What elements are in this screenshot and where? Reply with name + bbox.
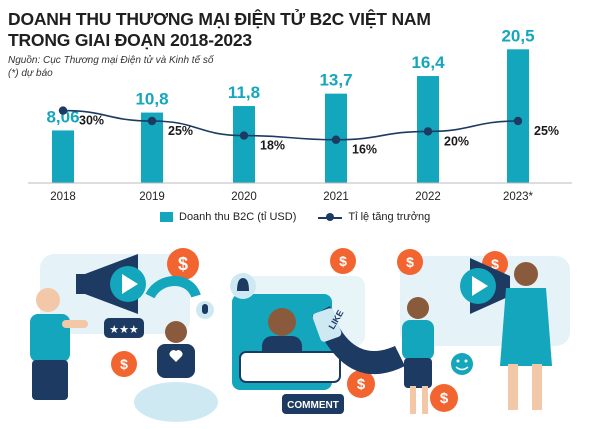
ecommerce-illustration: $ $ $ $ $ $ $ ★★★ (30, 248, 570, 422)
growth-rate-point (423, 127, 433, 136)
legend-line-swatch (318, 212, 343, 222)
bar-value-label: 16,4 (411, 53, 445, 72)
title-line-1: DOANH THU THƯƠNG MẠI ĐIỆN TỬ B2C VIỆT NA… (8, 9, 431, 29)
growth-rate-point (147, 116, 157, 126)
source-line-2: (*) dự báo (8, 68, 53, 79)
growth-rate-point (513, 116, 523, 126)
x-tick-label: 2018 (50, 191, 76, 203)
growth-rate-label: 25% (534, 124, 559, 138)
growth-rate-label: 18% (260, 139, 285, 153)
person-sitting (134, 276, 218, 422)
legend-line-label: Tỉ lệ tăng trưởng (348, 211, 431, 223)
person-left (30, 288, 88, 400)
chart-title: DOANH THU THƯƠNG MẠI ĐIỆN TỬ B2C VIỆT NA… (8, 9, 431, 51)
laptop-person (230, 273, 341, 390)
magnet-icon: LIKE (312, 306, 405, 375)
growth-rate-label: 25% (168, 124, 193, 138)
growth-rate-point (239, 131, 249, 140)
legend: Doanh thu B2C (tỉ USD) Tỉ lệ tăng trưởng (160, 211, 430, 223)
svg-text:$: $ (339, 253, 347, 269)
x-tick-label: 2019 (139, 191, 165, 203)
megaphone-icon (76, 254, 146, 314)
growth-rate-label: 16% (352, 143, 377, 157)
bar-value-label: 8,06 (46, 107, 79, 126)
megaphone-icon (460, 258, 510, 314)
source-note: Nguồn: Cục Thương mại Điện tử và Kinh tế… (8, 54, 213, 80)
title-line-2: TRONG GIAI ĐOẠN 2018-2023 (8, 30, 252, 50)
bar-2019 (141, 112, 163, 183)
stars-icon: ★★★ (104, 318, 144, 338)
bell-icon (230, 273, 256, 299)
svg-text:$: $ (440, 390, 449, 407)
bar-value-label: 11,8 (228, 83, 260, 102)
heart-icon (169, 350, 183, 362)
growth-rate-point (58, 106, 68, 115)
dollar-icon: $ $ $ $ $ $ $ (111, 248, 508, 412)
comment-icon: COMMENT (282, 394, 344, 414)
bar-2020 (233, 106, 255, 183)
bar-2023* (507, 49, 529, 183)
svg-text:$: $ (357, 376, 366, 393)
person-right (500, 262, 552, 410)
svg-text:$: $ (491, 256, 499, 272)
bar-2018 (52, 130, 74, 183)
source-line-1: Nguồn: Cục Thương mại Điện tử và Kinh tế… (8, 55, 214, 66)
x-tick-label: 2022 (415, 191, 441, 203)
growth-rate-point (331, 135, 341, 144)
growth-rate-line (62, 109, 519, 141)
bar-value-label: 20,5 (501, 26, 534, 45)
legend-bar-swatch (160, 212, 173, 222)
mic-icon (196, 301, 214, 319)
chart-area: 8,06 2018 10,8 2019 11,8 2020 13,7 2021 16,4 2022… (28, 26, 572, 203)
x-tick-label: 2021 (323, 191, 349, 203)
growth-rate-label: 30% (79, 114, 104, 128)
bar-value-label: 10,8 (135, 90, 168, 109)
growth-rate-label: 20% (444, 134, 469, 148)
svg-text:★★★: ★★★ (109, 323, 139, 336)
svg-text:$: $ (406, 254, 414, 270)
bar-value-label: 13,7 (319, 71, 352, 90)
svg-text:$: $ (120, 356, 128, 372)
x-tick-label: 2020 (231, 191, 257, 203)
legend-bar-label: Doanh thu B2C (tỉ USD) (179, 211, 297, 223)
smiley-icon (451, 353, 473, 375)
comment-label: COMMENT (287, 400, 339, 411)
svg-text:$: $ (178, 254, 188, 274)
person-center-right (402, 297, 434, 414)
x-tick-label: 2023* (503, 191, 534, 203)
